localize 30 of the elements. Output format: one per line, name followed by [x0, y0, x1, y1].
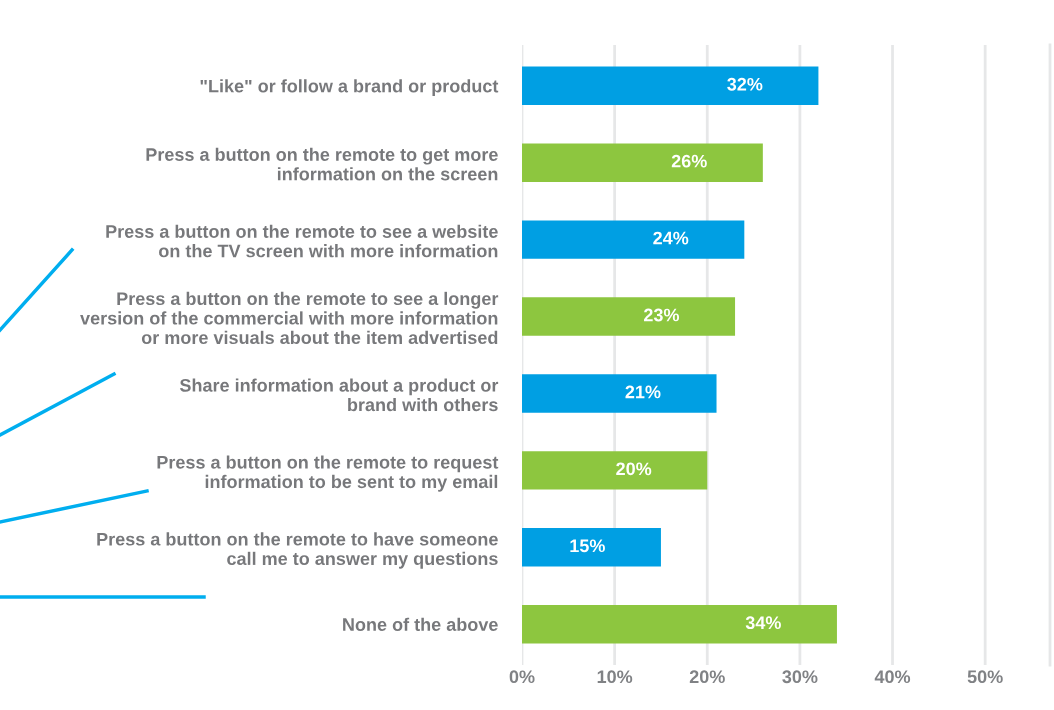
y-tick-label: Share information about a product or brand with others: [179, 378, 499, 412]
data-label: 34%: [745, 616, 781, 630]
bar: [522, 220, 745, 259]
x-tick-label: 50%: [967, 670, 1003, 684]
data-label: 24%: [653, 231, 689, 245]
y-tick-label: Press a button on the remote to see a longer version of the commercial with more information or more visuals about the item advertised: [80, 291, 499, 345]
data-label: 23%: [644, 308, 680, 322]
x-tick-label: 10%: [597, 670, 633, 684]
y-tick-label: Press a button on the remote to request information to be sent to my email: [157, 455, 499, 492]
y-tick-label: Press a button on the remote to see a website on the TV screen with more information: [106, 224, 498, 258]
data-label: 21%: [625, 385, 661, 399]
y-tick-label: Press a button on the remote to get more information on the screen: [146, 147, 498, 181]
bar: [522, 66, 819, 105]
bar: [522, 605, 837, 644]
x-tick-label: 0%: [509, 670, 535, 684]
data-label: 15%: [570, 539, 605, 553]
x-tick-label: 30%: [782, 670, 818, 684]
bar: [522, 451, 708, 490]
data-label: 32%: [727, 77, 763, 91]
x-tick-label: 40%: [874, 670, 911, 684]
bar: [522, 143, 763, 182]
bar: [522, 297, 736, 336]
y-tick-label: None of the above: [343, 617, 498, 631]
bar: [522, 528, 661, 567]
data-label: 20%: [616, 462, 652, 476]
y-tick-label: Press a button on the remote to have someone call me to answer my questions: [97, 532, 498, 569]
data-label: 26%: [671, 154, 707, 168]
y-tick-label: "Like" or follow a brand or product: [200, 79, 499, 97]
bar: [522, 374, 717, 413]
x-tick-label: 20%: [689, 670, 725, 684]
